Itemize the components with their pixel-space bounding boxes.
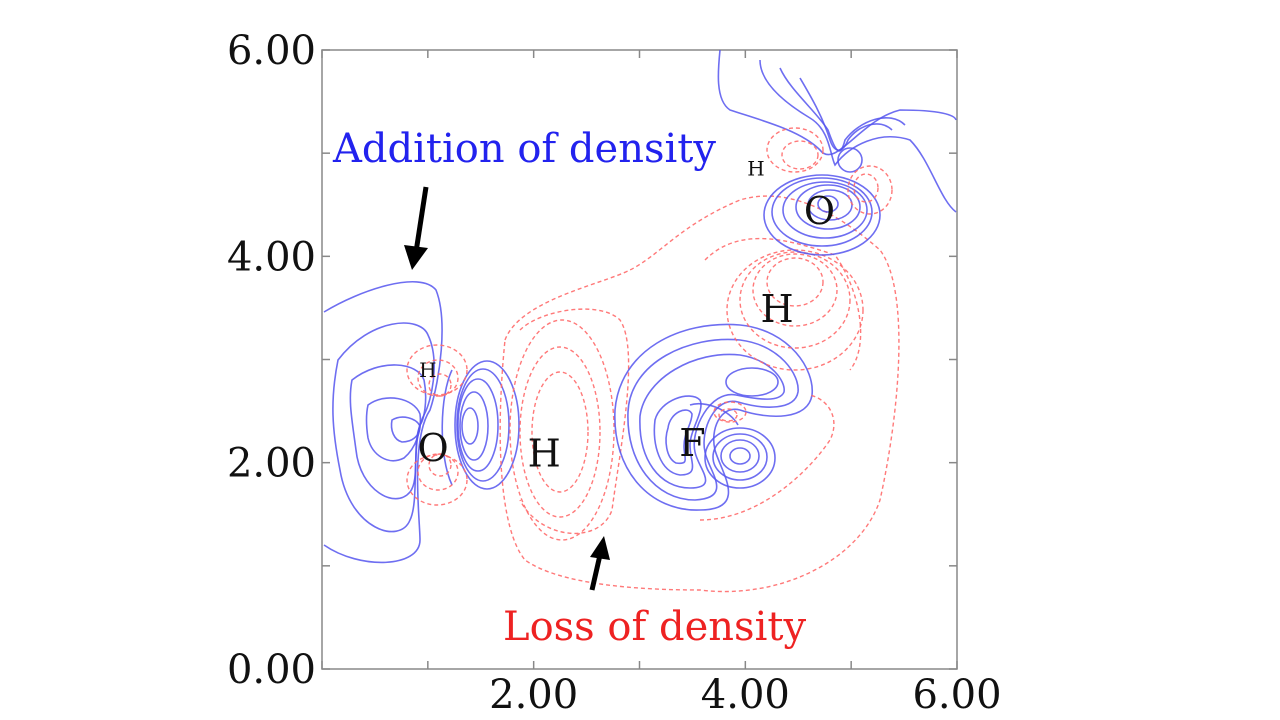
atom-label-h: H xyxy=(528,431,561,475)
atom-label-o: O xyxy=(804,189,835,233)
gain-contour xyxy=(390,416,421,443)
gain-contour xyxy=(837,147,863,173)
gain-contour xyxy=(454,360,520,490)
gain-contour xyxy=(441,369,453,486)
x-tick-label: 6.00 xyxy=(912,672,1001,718)
gain-contour xyxy=(799,77,893,151)
loss-contour xyxy=(699,394,835,521)
gain-contour xyxy=(759,59,957,213)
gain-contour xyxy=(639,353,785,489)
x-tick-label: 2.00 xyxy=(489,672,578,718)
gain-contour xyxy=(323,281,443,564)
loss-contour xyxy=(531,371,589,493)
arrow-loss xyxy=(589,536,610,591)
loss-contour xyxy=(704,237,862,371)
loss-contour xyxy=(428,453,452,477)
gain-contour xyxy=(729,447,751,465)
loss-contour xyxy=(499,195,900,593)
gain-contour xyxy=(461,407,479,445)
annotation-loss: Loss of density xyxy=(503,604,806,650)
y-tick-label: 2.00 xyxy=(227,441,316,487)
loss-contour xyxy=(417,453,459,491)
contour-lines xyxy=(323,49,957,593)
gain-contour xyxy=(614,323,813,511)
atom-label-h: H xyxy=(747,157,764,181)
arrow-addition xyxy=(404,186,429,270)
x-tick-label: 4.00 xyxy=(701,672,790,718)
loss-contour xyxy=(853,173,879,203)
loss-contour xyxy=(766,257,824,307)
loss-contour xyxy=(713,401,747,423)
gain-contour xyxy=(704,427,776,489)
gain-contour xyxy=(817,195,839,213)
atom-label-h: H xyxy=(761,287,794,331)
gain-contour xyxy=(795,184,861,230)
loss-contour xyxy=(718,408,738,422)
loss-contour xyxy=(752,253,838,327)
atom-labels: O H H F H O H xyxy=(418,157,835,476)
gain-contour xyxy=(459,391,489,461)
loss-contour xyxy=(847,165,893,215)
atom-label-h: H xyxy=(419,358,436,382)
atom-label-f: F xyxy=(679,421,705,465)
gain-contour xyxy=(725,367,779,397)
loss-contour xyxy=(509,319,615,541)
gain-contour xyxy=(457,378,499,472)
gain-contour xyxy=(771,177,873,247)
loss-contour xyxy=(781,140,819,170)
loss-contour xyxy=(519,346,601,518)
plot-frame xyxy=(321,49,958,670)
loss-contour xyxy=(739,251,851,349)
loss-contour xyxy=(406,344,468,396)
annotation-addition: Addition of density xyxy=(332,126,716,172)
gain-contour xyxy=(717,49,957,156)
y-tick-label: 0.00 xyxy=(227,647,316,693)
axis-ticks: 2.00 4.00 6.00 0.00 2.00 4.00 6.00 xyxy=(227,28,1002,718)
loss-contour xyxy=(417,359,459,397)
gain-contour xyxy=(627,338,799,501)
loss-contour xyxy=(428,373,452,397)
gain-contour xyxy=(782,181,868,239)
gain-contour xyxy=(720,439,760,473)
loss-contour xyxy=(766,127,824,173)
atom-label-o: O xyxy=(418,426,449,470)
gain-contour xyxy=(665,409,693,465)
y-tick-label: 4.00 xyxy=(227,234,316,280)
loss-contour xyxy=(406,454,468,506)
loss-contour xyxy=(519,308,630,534)
gain-contour xyxy=(763,174,881,256)
y-tick-label: 6.00 xyxy=(227,28,316,74)
gain-contour xyxy=(712,433,768,481)
gain-contour xyxy=(365,397,422,462)
gain-contour xyxy=(653,395,702,476)
gain-contour xyxy=(456,368,510,482)
